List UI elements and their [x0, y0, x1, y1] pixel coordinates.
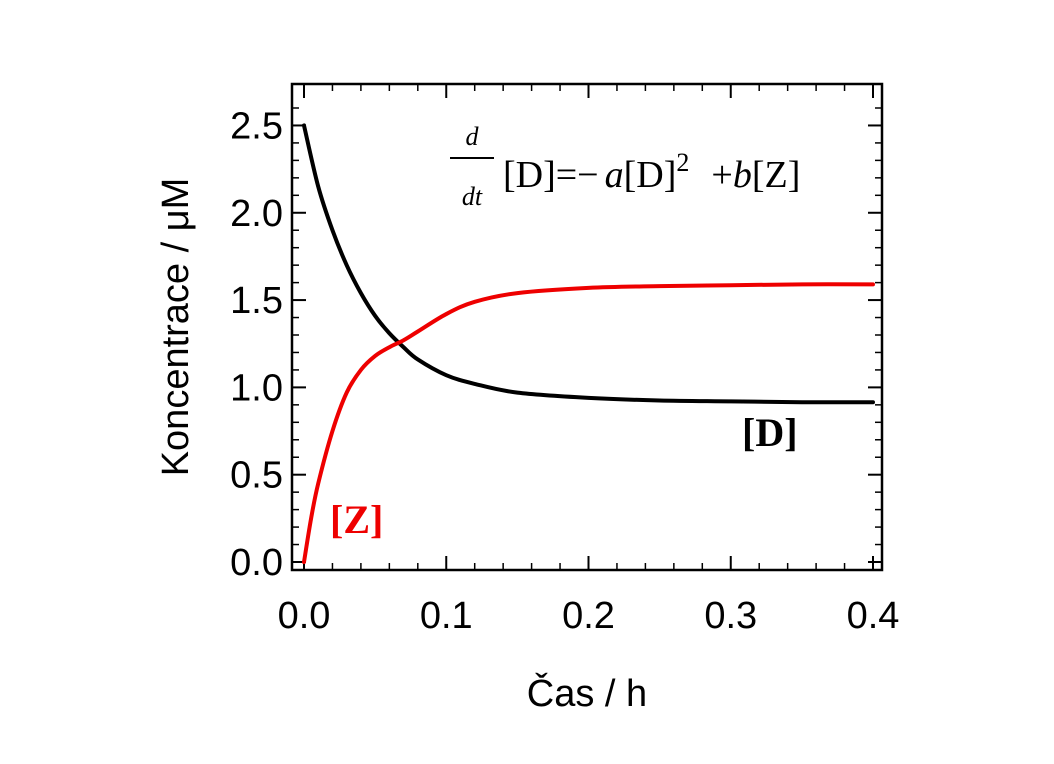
equation-annotation: d dt [D]=− a[D]2 +b[Z]: [450, 122, 800, 211]
y-tick-label: 0.0: [230, 542, 283, 584]
series-label-d: [D]: [742, 410, 798, 455]
x-tick-label: 0.4: [847, 595, 900, 637]
y-tick-label: 1.0: [230, 367, 283, 409]
series-lines: [302, 123, 875, 564]
y-tick-label: 2.0: [230, 193, 283, 235]
y-tick-label: 2.5: [230, 105, 283, 147]
x-tick-label: 0.1: [420, 595, 473, 637]
y-axis-label: Koncentrace / μM: [155, 178, 197, 477]
plot-frame: [290, 82, 884, 572]
x-tick-label: 0.2: [562, 595, 615, 637]
equation-rhs: [D]=− a[D]2 +b[Z]: [503, 148, 800, 196]
x-tick-label: 0.3: [704, 595, 757, 637]
equation-fraction-numerator: d: [466, 122, 480, 151]
equation-fraction-denominator: dt: [462, 182, 483, 211]
x-tick-label: 0.0: [278, 595, 331, 637]
series-line-d: [302, 123, 875, 405]
y-tick-label: 0.5: [230, 455, 283, 497]
y-tick-label: 1.5: [230, 280, 283, 322]
tick-labels: 0.0 0.1 0.2 0.3 0.4 0.0 0.5 1.0 1.5 2.0 2.5: [230, 105, 899, 637]
series-label-z: [Z]: [330, 497, 383, 542]
series-line-z: [302, 282, 875, 564]
x-axis-label: Čas / h: [527, 671, 647, 715]
